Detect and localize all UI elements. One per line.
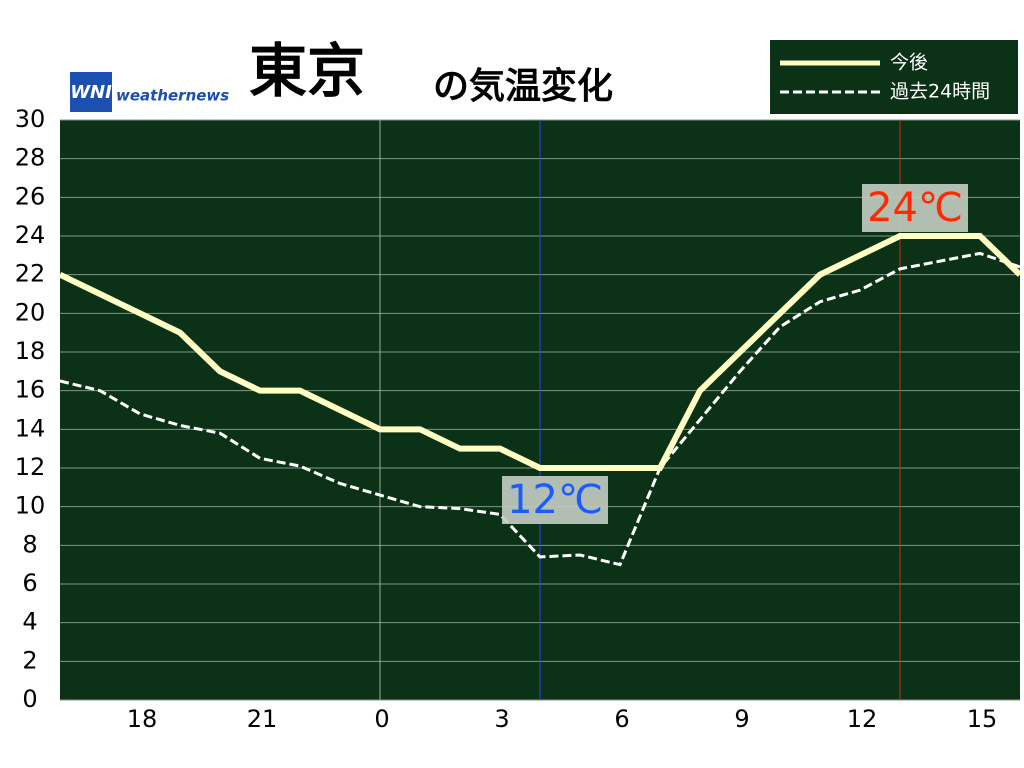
y-tick-label: 0 bbox=[22, 685, 37, 713]
x-tick-label: 3 bbox=[494, 705, 509, 733]
y-tick-label: 16 bbox=[15, 376, 46, 404]
y-tick-label: 10 bbox=[15, 492, 46, 520]
x-tick-label: 21 bbox=[247, 705, 278, 733]
y-tick-label: 4 bbox=[22, 608, 37, 636]
brand: weathernews bbox=[116, 87, 229, 105]
series-line bbox=[59, 251, 1021, 567]
y-tick-label: 22 bbox=[15, 260, 46, 288]
logo-box bbox=[70, 72, 112, 112]
x-tick-label: 15 bbox=[967, 705, 998, 733]
y-tick-label: 28 bbox=[15, 144, 46, 172]
annotation-box bbox=[502, 476, 608, 524]
x-tick-label: 9 bbox=[734, 705, 749, 733]
logo: WNI bbox=[70, 82, 112, 103]
annotation: 24℃ bbox=[867, 185, 963, 231]
x-tick-label: 0 bbox=[374, 705, 389, 733]
chart-subtitle: の気温変化 bbox=[433, 65, 613, 107]
y-tick-label: 8 bbox=[22, 530, 37, 558]
annotation-box bbox=[862, 184, 968, 232]
y-tick-label: 30 bbox=[15, 105, 46, 133]
legend-label: 過去24時間 bbox=[890, 81, 990, 103]
y-tick-label: 6 bbox=[22, 569, 37, 597]
x-tick-label: 12 bbox=[847, 705, 878, 733]
annotation: 12℃ bbox=[507, 477, 603, 523]
series-line bbox=[58, 233, 1023, 471]
legend bbox=[770, 40, 1018, 114]
y-tick-label: 20 bbox=[15, 298, 46, 326]
x-tick-label: 18 bbox=[127, 705, 158, 733]
y-tick-label: 12 bbox=[15, 453, 46, 481]
y-tick-label: 18 bbox=[15, 337, 46, 365]
y-tick-label: 26 bbox=[15, 182, 46, 210]
x-tick-label: 6 bbox=[614, 705, 629, 733]
y-tick-label: 24 bbox=[15, 221, 46, 249]
y-tick-label: 2 bbox=[22, 646, 37, 674]
chart-title: 東京 bbox=[249, 37, 365, 105]
legend-label: 今後 bbox=[890, 52, 928, 74]
y-tick-label: 14 bbox=[15, 414, 46, 442]
